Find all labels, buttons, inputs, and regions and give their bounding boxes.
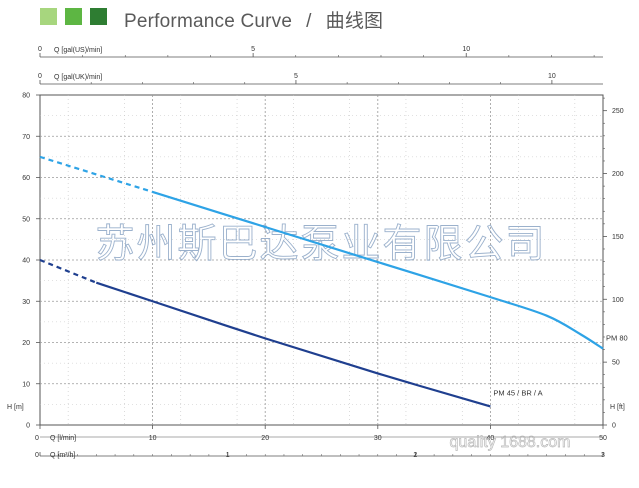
tick-label-y: 30 bbox=[22, 299, 30, 306]
tick-label-m3h: 3 bbox=[601, 452, 605, 459]
tick-label-x: 10 bbox=[149, 435, 157, 442]
tick-label-gal-us: 0 bbox=[38, 46, 42, 53]
green-square-dark-icon bbox=[90, 8, 107, 25]
series-line-0 bbox=[152, 190, 604, 350]
tick-label-x: 0 bbox=[35, 435, 39, 442]
page-title: Performance Curve / 曲线图 bbox=[124, 6, 383, 33]
series-line-1 bbox=[95, 281, 491, 408]
tick-label-ft: 150 bbox=[612, 234, 624, 241]
tick-label-gal-uk: 0 bbox=[38, 73, 42, 80]
series-line-dashed-1 bbox=[39, 258, 97, 284]
axis-label-gal-us: Q [gal(US)/min] bbox=[54, 47, 102, 54]
tick-label-gal-uk: 5 bbox=[294, 73, 298, 80]
tick-label-y: 10 bbox=[22, 381, 30, 388]
watermark-site: quality 1688.com bbox=[450, 434, 571, 451]
series-label-0: PM 80 bbox=[606, 334, 628, 343]
header: Performance Curve / 曲线图 bbox=[0, 0, 639, 32]
tick-label-ft: 200 bbox=[612, 171, 624, 178]
title-separator: / bbox=[306, 11, 312, 32]
tick-label-x: 30 bbox=[374, 435, 382, 442]
axis-label-ft: H [ft] bbox=[610, 404, 625, 411]
tick-label-x: 20 bbox=[261, 435, 269, 442]
tick-label-gal-us: 5 bbox=[251, 46, 255, 53]
tick-label-gal-us: 10 bbox=[462, 46, 470, 53]
axis-label-y: H [m] bbox=[7, 404, 24, 411]
tick-label-y: 80 bbox=[22, 93, 30, 100]
axis-label-m3h: Q [m³/h] bbox=[50, 452, 75, 459]
tick-label-y: 40 bbox=[22, 258, 30, 265]
tick-label-ft: 100 bbox=[612, 297, 624, 304]
title-en: Performance Curve bbox=[124, 11, 293, 32]
tick-label-m3h: 2 bbox=[413, 452, 417, 459]
tick-label-x: 40 bbox=[487, 435, 495, 442]
series-label-1: PM 45 / BR / A bbox=[493, 388, 542, 397]
tick-label-m3h: 0 bbox=[35, 452, 39, 459]
tick-label-y: 70 bbox=[22, 134, 30, 141]
tick-label-x: 50 bbox=[599, 435, 607, 442]
series-line-dashed-0 bbox=[39, 155, 153, 193]
tick-label-y: 60 bbox=[22, 175, 30, 182]
tick-label-ft: 0 bbox=[612, 423, 616, 430]
tick-label-m3h: 1 bbox=[226, 452, 230, 459]
tick-label-ft: 50 bbox=[612, 360, 620, 367]
tick-label-ft: 250 bbox=[612, 108, 624, 115]
green-square-light-icon bbox=[40, 8, 57, 25]
axis-label-gal-uk: Q [gal(UK)/min] bbox=[54, 74, 102, 81]
green-square-mid-icon bbox=[65, 8, 82, 25]
tick-label-gal-uk: 10 bbox=[548, 73, 556, 80]
tick-label-y: 0 bbox=[26, 423, 30, 430]
tick-label-y: 20 bbox=[22, 340, 30, 347]
axis-label-x: Q [l/min] bbox=[50, 435, 76, 442]
tick-label-y: 50 bbox=[22, 216, 30, 223]
title-zh: 曲线图 bbox=[325, 11, 384, 32]
